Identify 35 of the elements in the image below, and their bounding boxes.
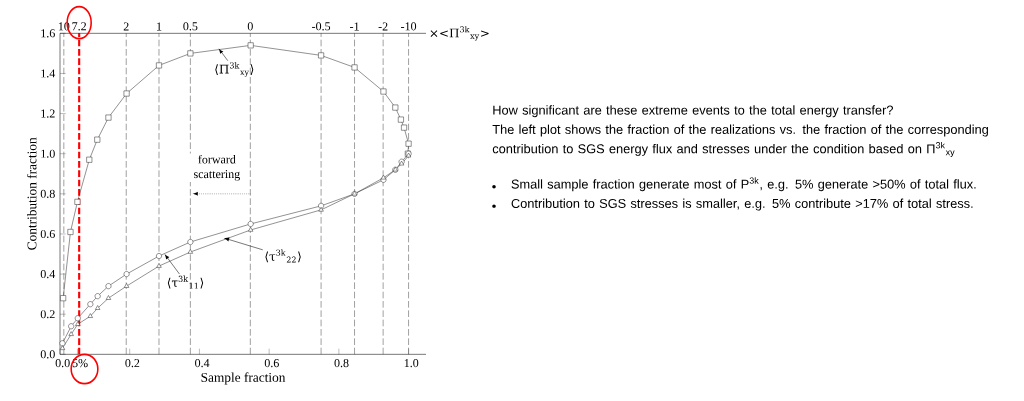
annotation: -0.5 [312, 22, 331, 31]
x-tick-label: 0.0 [55, 359, 70, 368]
y-tick-label: 1.4 [41, 69, 56, 78]
text: Contribution to SGS stresses is smaller, e.g. 5% contribute >17% of total stress. [511, 198, 973, 211]
annotation: -1 [349, 22, 359, 31]
y-tick-label: 1.6 [41, 29, 55, 38]
annotation: 0.5 [183, 22, 198, 31]
y-tick-label: 1.0 [41, 149, 55, 158]
y-tick-label: 1.2 [41, 109, 55, 118]
y-tick-label: 0.8 [40, 189, 55, 198]
y-tick-label: 0.4 [40, 270, 56, 279]
x-tick-label: 1.0 [404, 359, 419, 368]
text: ×<Π$^{3k}$$_{xy}$> [430, 26, 489, 41]
y-tick-label: 0.6 [40, 229, 55, 239]
y-tick-label: 0.0 [40, 350, 55, 359]
series-label: ⟨Π$^{3k}$$_{xy}$⟩ [215, 62, 254, 77]
annotation: -2 [378, 22, 388, 31]
annotation: 0 [247, 22, 253, 31]
x-tick-label: 0.6 [264, 359, 279, 368]
series-label: ⟨τ$^{3k}$$_{11}$⟩ [167, 275, 204, 289]
x-tick-label: 0.8 [334, 359, 349, 368]
text: How significant are these extreme events to the total energy transfer? [493, 105, 893, 118]
x-tick-label: 0.4 [195, 359, 210, 368]
annotation: forward scattering [194, 154, 240, 181]
text: Small sample fraction generate most of P$^{3k}$, e.g. 5% generate >50% of total flux. [511, 177, 976, 192]
annotation: 2 [123, 22, 129, 31]
y-axis-title: Contribution fraction [26, 137, 37, 250]
text: The left plot shows the fraction of the realizations vs. the fraction of the corresponding contribution to SGS energy flux and stresses under the condition based on Π$^{3k}$xy [492, 124, 988, 158]
x-tick-label: 0.2 [125, 359, 140, 368]
series-label: ⟨τ$^{3k}$$_{22}$⟩ [265, 249, 301, 263]
annotation: 7.2 [72, 22, 87, 31]
annotation: -10 [401, 22, 417, 31]
y-tick-label: 0.2 [40, 310, 55, 319]
x-axis-title: Sample fraction [201, 372, 286, 385]
annotation: 1 [157, 22, 162, 31]
